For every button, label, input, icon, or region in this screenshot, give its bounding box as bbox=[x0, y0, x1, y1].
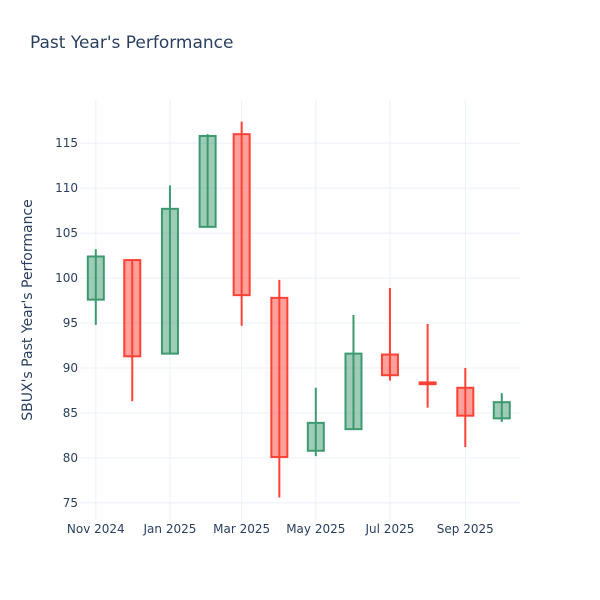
y-tick-label: 110 bbox=[55, 181, 78, 195]
y-tick-label: 105 bbox=[55, 226, 78, 240]
candle-increasing bbox=[160, 185, 179, 355]
y-tick-label: 100 bbox=[55, 271, 78, 285]
y-tick-label: 85 bbox=[63, 406, 78, 420]
x-tick-label: Sep 2025 bbox=[437, 522, 494, 536]
candle-body bbox=[492, 401, 511, 420]
candle-body bbox=[270, 296, 289, 459]
candle-body bbox=[456, 386, 475, 417]
x-tick-label: Mar 2025 bbox=[213, 522, 270, 536]
candle-body bbox=[344, 352, 363, 431]
candle-increasing bbox=[198, 134, 217, 228]
y-tick-label: 95 bbox=[63, 316, 78, 330]
candle-body bbox=[418, 381, 437, 386]
candle-increasing bbox=[344, 314, 363, 431]
candle-decreasing bbox=[380, 287, 399, 381]
candle-decreasing bbox=[123, 259, 142, 402]
axis-ticks: 75 80 85 90 95 100 105 110 115 Nov 2024 Jan 2025 Ma… bbox=[55, 136, 494, 536]
y-tick-label: 80 bbox=[63, 451, 78, 465]
candle-body bbox=[306, 421, 325, 452]
gridlines bbox=[80, 100, 520, 520]
candle-decreasing bbox=[270, 279, 289, 498]
y-tick-label: 115 bbox=[55, 136, 78, 150]
candle-body bbox=[123, 259, 142, 358]
candle-body bbox=[86, 255, 105, 301]
candle-decreasing bbox=[456, 368, 475, 448]
chart-title: Past Year's Performance bbox=[30, 33, 234, 53]
candle-body bbox=[232, 133, 251, 297]
candle-body bbox=[198, 134, 217, 228]
y-axis-label: SBUX's Past Year's Performance bbox=[20, 199, 36, 421]
candle-decreasing bbox=[232, 121, 251, 326]
candle-increasing bbox=[306, 387, 325, 457]
y-tick-label: 75 bbox=[63, 496, 78, 510]
candle-body bbox=[160, 207, 179, 355]
candle-increasing bbox=[86, 249, 105, 325]
x-tick-label: Nov 2024 bbox=[67, 522, 125, 536]
x-tick-label: May 2025 bbox=[286, 522, 345, 536]
candle-increasing bbox=[492, 393, 511, 422]
candles bbox=[86, 121, 511, 498]
x-tick-label: Jul 2025 bbox=[365, 522, 415, 536]
candle-decreasing bbox=[418, 323, 437, 408]
x-tick-label: Jan 2025 bbox=[143, 522, 197, 536]
y-tick-label: 90 bbox=[63, 361, 78, 375]
candle-body bbox=[380, 353, 399, 377]
